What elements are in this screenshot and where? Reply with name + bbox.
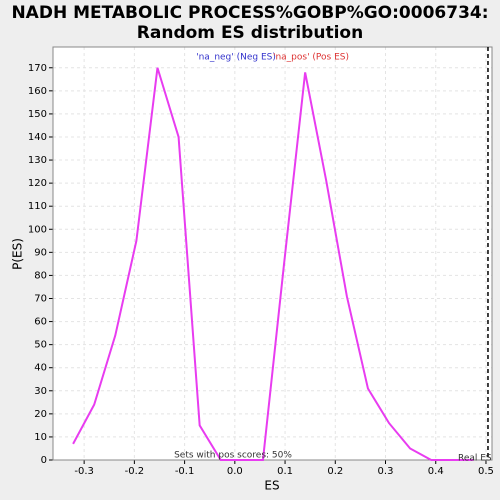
chart-title: Random ES distribution	[137, 23, 363, 43]
y-tick-label: 150	[28, 109, 47, 120]
y-tick-label: 40	[34, 363, 47, 374]
y-tick-label: 120	[28, 178, 47, 189]
y-tick-label: 110	[28, 201, 47, 212]
x-tick-label: 0.1	[277, 466, 293, 477]
x-tick-label: 0.5	[478, 466, 494, 477]
y-tick-label: 50	[34, 340, 47, 351]
y-tick-label: 60	[34, 317, 47, 328]
y-tick-label: 30	[34, 386, 47, 397]
y-tick-label: 0	[41, 455, 47, 466]
x-tick-label: -0.1	[175, 466, 195, 477]
y-tick-label: 90	[34, 247, 47, 258]
x-tick-label: -0.2	[125, 466, 145, 477]
x-tick-label: 0.2	[327, 466, 343, 477]
annotation: 'na_neg' (Neg ES)	[196, 53, 276, 63]
plot-border	[52, 46, 493, 461]
plot-area	[53, 47, 492, 460]
annotation: Sets with pos scores: 50%	[174, 451, 292, 461]
x-tick-label: 0.0	[227, 466, 243, 477]
y-tick-label: 140	[28, 132, 47, 143]
y-tick-label: 100	[28, 224, 47, 235]
chart-title: NADH METABOLIC PROCESS%GOBP%GO:0006734:	[11, 3, 488, 23]
y-tick-label: 10	[34, 432, 47, 443]
y-tick-label: 80	[34, 270, 47, 281]
y-axis-label: P(ES)	[11, 238, 25, 270]
y-tick-label: 170	[28, 63, 47, 74]
y-tick-label: 70	[34, 293, 47, 304]
x-tick-label: -0.3	[74, 466, 94, 477]
x-tick-label: 0.4	[428, 466, 444, 477]
x-axis-label: ES	[264, 479, 279, 493]
x-tick-label: 0.3	[378, 466, 394, 477]
y-tick-label: 130	[28, 155, 47, 166]
y-tick-label: 160	[28, 86, 47, 97]
es-line	[72, 67, 474, 461]
real-es-label: Real ES	[458, 454, 492, 464]
y-tick-label: 20	[34, 409, 47, 420]
annotation: 'na_pos' (Pos ES)	[273, 53, 349, 63]
